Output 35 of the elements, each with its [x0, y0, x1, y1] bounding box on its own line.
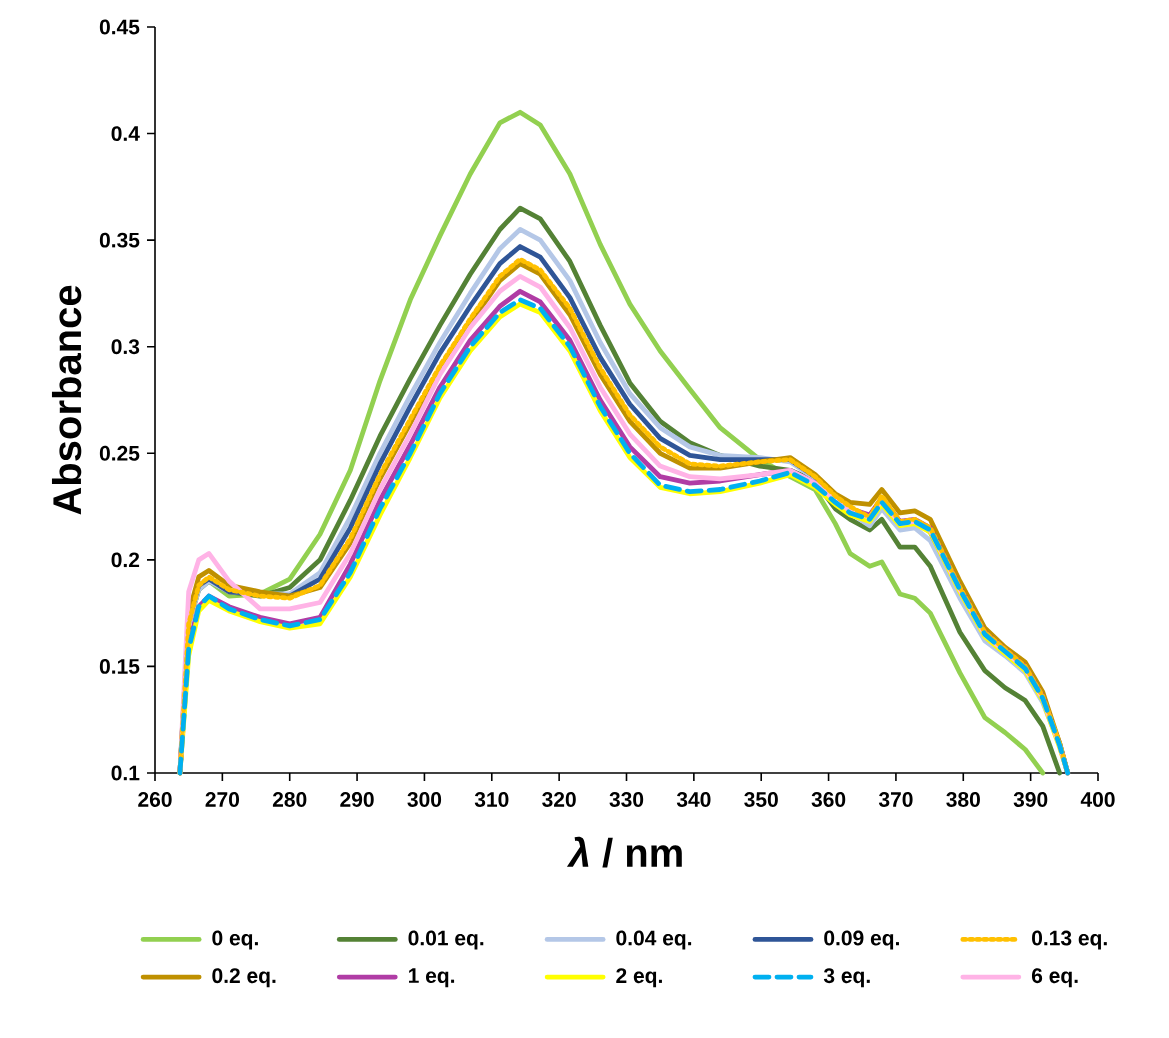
x-tick-label: 370: [878, 792, 913, 807]
legend-label: 3 eq.: [823, 968, 870, 988]
y-tick-label: 0.1: [111, 765, 140, 781]
x-tick-label: 320: [542, 792, 576, 807]
legend-label: 0.2 eq.: [212, 968, 276, 988]
y-tick-label: 0.3: [111, 339, 140, 355]
x-tick-label: 350: [744, 792, 778, 807]
x-tick-label: 310: [474, 792, 509, 807]
legend-label: 0.04 eq.: [616, 930, 692, 950]
x-tick-label: 260: [138, 792, 172, 807]
x-tick-label: 290: [340, 792, 374, 807]
y-axis-title: Absorbance: [51, 285, 82, 515]
x-tick-label: 270: [205, 792, 240, 807]
y-tick-label: 0.2: [111, 552, 140, 568]
x-tick-label: 300: [407, 792, 442, 807]
x-tick-label: 340: [676, 792, 711, 807]
y-tick-label: 0.35: [99, 232, 140, 248]
x-axis-title: λ / nm: [566, 836, 682, 868]
legend-label: 0.09 eq.: [824, 930, 899, 950]
x-tick-label: 400: [1080, 792, 1115, 807]
legend-label: 6 eq.: [1031, 968, 1078, 988]
y-tick-label: 0.15: [99, 659, 140, 674]
legend-label: 0.01 eq.: [408, 930, 484, 950]
x-tick-label: 360: [811, 792, 846, 807]
y-tick-label: 0.25: [99, 445, 140, 461]
y-tick-label: 0.45: [99, 19, 140, 35]
x-tick-label: 380: [946, 792, 980, 807]
legend-label: 1 eq.: [409, 968, 455, 988]
legend-label: 0 eq.: [212, 930, 258, 950]
x-tick-label: 330: [609, 792, 644, 807]
y-tick-label: 0.4: [111, 126, 140, 142]
x-tick-label: 390: [1013, 792, 1048, 807]
x-tick-label: 280: [272, 792, 307, 807]
legend-label: 2 eq.: [616, 968, 662, 988]
legend-label: 0.13 eq.: [1032, 930, 1107, 950]
